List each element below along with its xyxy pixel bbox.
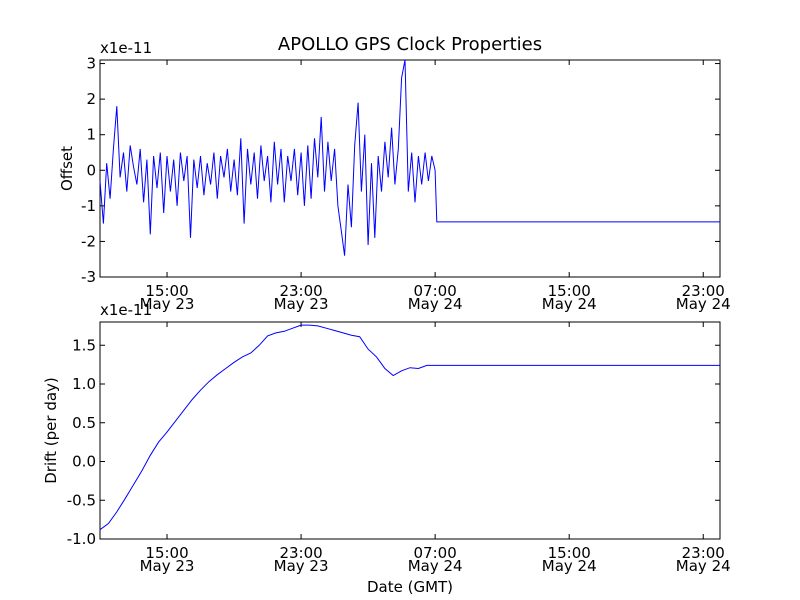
drift-scale-label: x1e-11	[100, 301, 152, 319]
offset-ytick-label: -2	[81, 232, 96, 250]
drift-ytick-label: 0.5	[72, 414, 96, 432]
offset-xtick-time: 15:00	[548, 282, 591, 300]
offset-xtick-time: 23:00	[279, 282, 322, 300]
drift-xtick-time: 23:00	[279, 544, 322, 562]
drift-xtick-date: May 23	[274, 557, 329, 575]
offset-ytick-label: 0	[86, 161, 96, 179]
offset-xtick-date: May 23	[140, 295, 195, 313]
drift-ytick-label: -0.5	[67, 491, 96, 509]
drift-y-axis-label: Drift (per day)	[42, 377, 60, 484]
offset-xtick-date: May 24	[542, 295, 597, 313]
offset-xtick-time: 15:00	[145, 282, 188, 300]
drift-xtick-date: May 24	[408, 557, 463, 575]
offset-ytick-label: -3	[81, 268, 96, 286]
drift-ytick-label: -1.0	[67, 530, 96, 548]
offset-ytick-label: -1	[81, 197, 96, 215]
drift-xtick-time: 15:00	[145, 544, 188, 562]
offset-xtick-date: May 24	[676, 295, 731, 313]
offset-xtick-date: May 24	[408, 295, 463, 313]
offset-xtick-time: 23:00	[682, 282, 725, 300]
drift-xtick-time: 23:00	[682, 544, 725, 562]
drift-xtick-time: 15:00	[548, 544, 591, 562]
drift-xtick-date: May 24	[676, 557, 731, 575]
drift-xtick-time: 07:00	[414, 544, 457, 562]
drift-plot-frame	[99, 321, 721, 540]
drift-x-axis-label: Date (GMT)	[367, 578, 453, 596]
drift-xtick-date: May 23	[140, 557, 195, 575]
drift-ytick-label: 0.0	[72, 453, 96, 471]
drift-ytick-label: 1.5	[72, 336, 96, 354]
offset-xtick-time: 07:00	[414, 282, 457, 300]
offset-ytick-label: 2	[86, 90, 96, 108]
chart-title: APOLLO GPS Clock Properties	[278, 34, 542, 55]
drift-xtick-date: May 24	[542, 557, 597, 575]
drift-ytick-label: 1.0	[72, 375, 96, 393]
offset-xtick-date: May 23	[274, 295, 329, 313]
offset-y-axis-label: Offset	[58, 146, 76, 191]
offset-ytick-label: 1	[86, 126, 96, 144]
drift-series-line	[99, 324, 720, 531]
offset-ytick-label: 3	[86, 55, 96, 73]
offset-scale-label: x1e-11	[100, 39, 152, 57]
offset-series-line	[99, 59, 720, 256]
